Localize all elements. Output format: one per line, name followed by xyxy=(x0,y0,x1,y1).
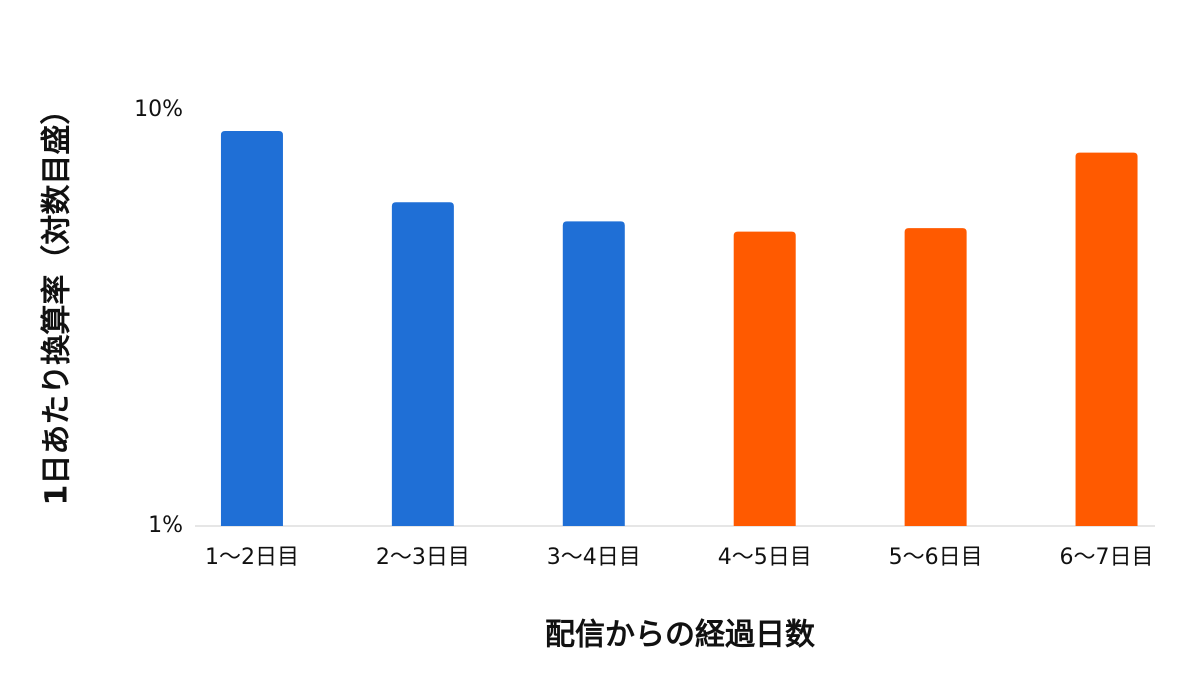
x-tick-label: 3〜4日目 xyxy=(547,545,641,570)
x-axis-label: 配信からの経過日数 xyxy=(545,618,816,653)
bar xyxy=(1075,152,1138,526)
bar xyxy=(220,131,283,526)
x-tick-label: 1〜2日目 xyxy=(205,545,299,570)
y-tick-label: 10% xyxy=(134,97,183,122)
y-tick-label: 1% xyxy=(148,513,183,538)
x-tick-label: 6〜7日目 xyxy=(1060,545,1154,570)
x-tick-label: 4〜5日目 xyxy=(718,545,812,570)
y-axis-label: 1日あたり換算率（対数目盛） xyxy=(40,95,75,506)
x-tick-label: 5〜6日目 xyxy=(889,545,983,570)
x-tick-label: 2〜3日目 xyxy=(376,545,470,570)
bar xyxy=(904,228,967,526)
bar xyxy=(562,221,625,526)
bar xyxy=(733,231,796,526)
bar xyxy=(391,202,454,527)
